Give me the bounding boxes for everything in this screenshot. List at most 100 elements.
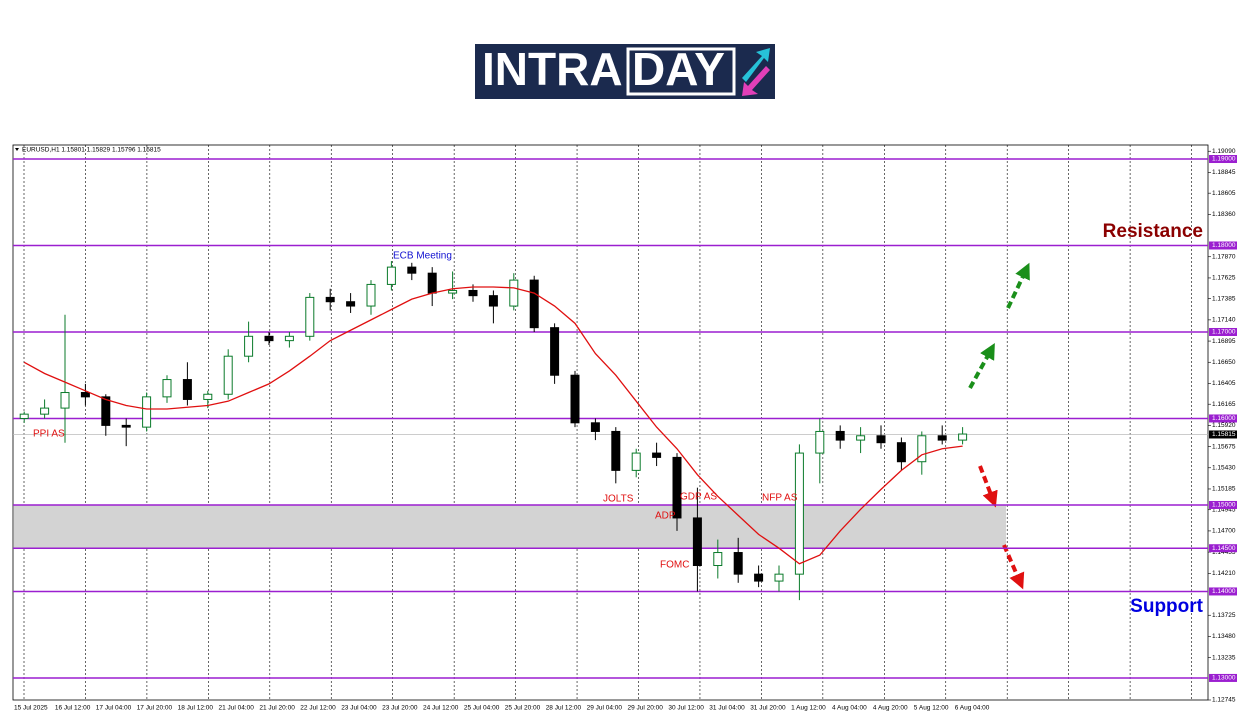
candle-body — [917, 435, 927, 463]
x-tick-label: 1 Aug 12:00 — [791, 705, 826, 712]
level-box — [1209, 327, 1237, 336]
candle-body — [284, 335, 294, 342]
candle-body — [162, 379, 172, 398]
candle-body — [386, 266, 396, 285]
x-tick-label: 5 Aug 12:00 — [914, 705, 949, 712]
level-label: 1.14000 — [1212, 588, 1236, 595]
candle-body — [713, 552, 723, 567]
logo-arrow — [742, 66, 770, 96]
candle-body — [121, 424, 131, 428]
y-tick-label: 1.17385 — [1212, 295, 1236, 302]
up-arrow — [1006, 262, 1030, 309]
x-tick-label: 21 Jul 04:00 — [219, 705, 255, 712]
candle-body — [366, 283, 376, 307]
x-tick-label: 22 Jul 12:00 — [300, 705, 336, 712]
candle-body — [346, 301, 356, 307]
level-label: 1.14500 — [1212, 545, 1236, 552]
y-tick-label: 1.13480 — [1212, 633, 1236, 640]
x-tick-label: 29 Jul 20:00 — [628, 705, 664, 712]
x-tick-label: 16 Jul 12:00 — [55, 705, 91, 712]
x-tick-label: 25 Jul 04:00 — [464, 705, 500, 712]
logo: INTRA DAY — [475, 43, 775, 99]
candle-body — [856, 435, 866, 441]
candle-body — [101, 396, 111, 426]
up-arrow — [968, 342, 995, 389]
y-tick-label: 1.16165 — [1212, 401, 1236, 408]
header-icon — [15, 148, 19, 151]
logo-box — [626, 47, 736, 96]
event-annotation: NFP AS — [762, 493, 798, 504]
y-tick-label: 1.15430 — [1212, 464, 1236, 471]
candle-body — [529, 279, 539, 329]
y-tick-label: 1.14210 — [1212, 570, 1236, 577]
y-tick-label: 1.17625 — [1212, 275, 1236, 282]
x-tick-label: 23 Jul 04:00 — [341, 705, 377, 712]
y-tick-label: 1.14945 — [1212, 506, 1236, 513]
candle-body — [937, 435, 947, 441]
candle-body — [815, 430, 825, 454]
candle-body — [672, 456, 682, 519]
y-tick-label: 1.17140 — [1212, 317, 1236, 324]
candle-body — [325, 296, 335, 303]
candle-body — [631, 452, 641, 471]
candle-body — [692, 517, 702, 567]
candle-body — [896, 442, 906, 463]
y-tick-label: 1.13235 — [1212, 654, 1236, 661]
event-annotation: ADP — [655, 511, 676, 522]
support-zone — [14, 504, 1006, 549]
candle-body — [570, 374, 580, 424]
candle-body — [468, 289, 478, 297]
candle-body — [60, 392, 70, 409]
logo-bg — [475, 44, 775, 99]
candle-body — [203, 393, 213, 400]
candle-body — [19, 413, 29, 419]
candle-body — [835, 430, 845, 441]
candle-body — [488, 295, 498, 307]
moving-average — [23, 286, 963, 565]
y-tick-label: 1.13725 — [1212, 612, 1236, 619]
level-label: 1.19000 — [1212, 156, 1236, 163]
level-label: 1.16000 — [1212, 415, 1236, 422]
x-tick-label: 17 Jul 04:00 — [96, 705, 132, 712]
x-tick-label: 23 Jul 20:00 — [382, 705, 418, 712]
candle-body — [733, 552, 743, 575]
y-tick-label: 1.15675 — [1212, 443, 1236, 450]
x-tick-label: 25 Jul 20:00 — [505, 705, 541, 712]
level-box — [1209, 155, 1237, 164]
x-tick-label: 24 Jul 12:00 — [423, 705, 459, 712]
y-tick-label: 1.15185 — [1212, 486, 1236, 493]
y-tick-label: 1.18360 — [1212, 211, 1236, 218]
y-tick-label: 1.18845 — [1212, 169, 1236, 176]
level-box — [1209, 673, 1237, 682]
logo-arrow — [742, 48, 770, 82]
level-box — [1209, 241, 1237, 250]
event-annotation: GDP AS — [680, 492, 717, 503]
y-tick-label: 1.17870 — [1212, 253, 1236, 260]
level-label: 1.17000 — [1212, 329, 1236, 336]
event-annotation: JOLTS — [603, 494, 634, 505]
event-annotation: ECB Meeting — [393, 251, 452, 262]
x-tick-label: 21 Jul 20:00 — [259, 705, 295, 712]
level-box — [1209, 587, 1237, 596]
candle-body — [794, 452, 804, 575]
logo-text: DAY — [632, 43, 725, 95]
candle-body — [427, 272, 437, 294]
x-tick-label: 31 Jul 20:00 — [750, 705, 786, 712]
y-tick-label: 1.14700 — [1212, 528, 1236, 535]
level-label: 1.18000 — [1212, 242, 1236, 249]
x-tick-label: 4 Aug 20:00 — [873, 705, 908, 712]
candle-body — [80, 392, 90, 398]
resistance-label: Resistance — [1103, 221, 1203, 242]
x-tick-label: 15 Jul 2025 — [14, 705, 48, 712]
candle-body — [611, 430, 621, 471]
y-tick-label: 1.15920 — [1212, 422, 1236, 429]
candle-body — [407, 266, 417, 274]
y-tick-label: 1.12745 — [1212, 697, 1236, 704]
forecast-arrows — [968, 262, 1030, 590]
candle-body — [182, 379, 192, 400]
level-box — [1209, 544, 1237, 553]
plot-frame — [12, 144, 1209, 701]
y-tick-label: 1.14455 — [1212, 549, 1236, 556]
candle-body — [244, 335, 254, 357]
